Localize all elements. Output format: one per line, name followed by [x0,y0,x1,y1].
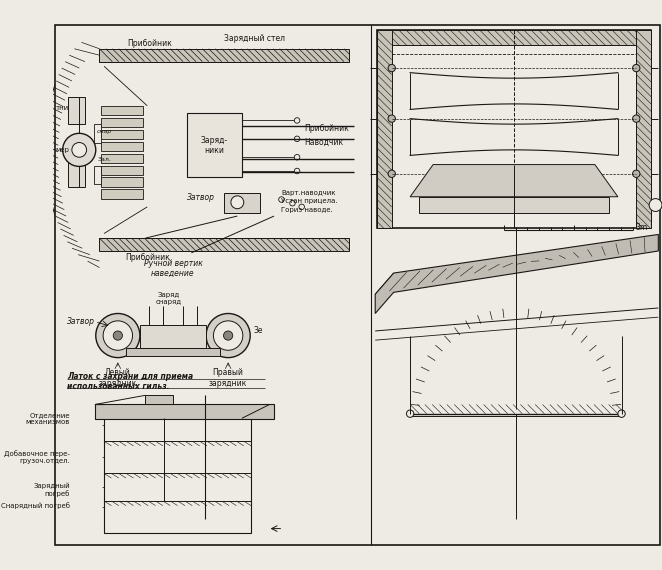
Bar [140,324,206,348]
Bar [101,165,142,174]
Bar [95,405,274,419]
Bar [224,193,260,213]
Circle shape [213,321,243,350]
Text: Устан прицела.: Устан прицела. [281,198,338,205]
Circle shape [295,136,300,141]
Bar [68,96,85,124]
Circle shape [96,314,140,357]
Circle shape [295,154,300,160]
Text: Зарядный
погреб: Зарядный погреб [33,483,70,497]
Text: 3m: 3m [636,223,647,231]
Circle shape [295,117,300,123]
Text: Прибойник: Прибойник [127,39,172,48]
Circle shape [649,198,662,211]
Polygon shape [636,30,651,228]
Bar [101,189,142,198]
Text: Затвор: Затвор [68,317,95,326]
Circle shape [113,331,122,340]
Circle shape [633,64,640,72]
Text: Заряд
снаряд: Заряд снаряд [156,292,181,306]
Bar [101,106,142,115]
Text: Левый
зарядник: Левый зарядник [99,368,137,388]
Polygon shape [377,30,392,228]
Bar [101,129,142,139]
Circle shape [279,197,284,202]
Text: Латок с захрани для приема: Латок с захрани для приема [68,372,193,381]
Text: Варт.наводчик: Варт.наводчик [281,190,336,196]
Text: снар: снар [97,129,112,134]
Bar [126,348,220,356]
Text: Зал.: Зал. [97,157,111,161]
Polygon shape [410,165,618,197]
Bar [101,177,142,186]
Bar [94,165,101,184]
Text: Наводчик: Наводчик [305,138,344,147]
Text: Зарядный стел: Зарядный стел [224,34,285,43]
Circle shape [72,142,87,157]
Text: Гориз наводе.: Гориз наводе. [281,207,333,213]
Bar [377,30,651,228]
Text: использованных гильз.: использованных гильз. [68,381,169,390]
Circle shape [633,115,640,123]
Circle shape [231,196,244,209]
Bar [104,418,251,533]
Circle shape [63,133,96,166]
Circle shape [388,170,395,177]
Circle shape [388,115,395,123]
Text: Снарядный погреб: Снарядный погреб [1,502,70,509]
Polygon shape [377,30,651,45]
Text: Зе: Зе [254,327,263,336]
Circle shape [290,201,295,206]
Bar [68,159,85,186]
Circle shape [388,64,395,72]
Bar [101,117,142,127]
Bar [419,197,608,213]
Text: Заряд-
ники: Заряд- ники [201,136,228,155]
Polygon shape [99,49,350,62]
Circle shape [224,331,233,340]
Text: Прибойник: Прибойник [305,124,350,133]
Bar [101,153,142,163]
Bar [101,141,142,151]
Text: Ручной вертик: Ручной вертик [144,259,203,268]
Text: Добавочное пере-
грузоч.отдел.: Добавочное пере- грузоч.отдел. [4,450,70,465]
Bar [94,124,101,142]
Circle shape [618,410,625,417]
Text: Отделение
механизмов: Отделение механизмов [26,412,70,425]
Text: мер: мер [56,147,70,153]
Circle shape [295,168,300,174]
Bar [187,113,242,177]
Text: Прибойник: Прибойник [125,253,170,262]
Circle shape [406,410,414,417]
Text: наведение: наведение [151,268,195,278]
Bar [146,396,173,405]
Circle shape [103,321,132,350]
Circle shape [633,170,640,177]
Circle shape [299,204,305,210]
Text: тни: тни [56,104,68,111]
Polygon shape [375,234,658,314]
Circle shape [206,314,250,357]
Text: Затвор: Затвор [187,193,214,202]
Text: Правый
зарядник: Правый зарядник [209,368,248,388]
Polygon shape [99,238,350,251]
